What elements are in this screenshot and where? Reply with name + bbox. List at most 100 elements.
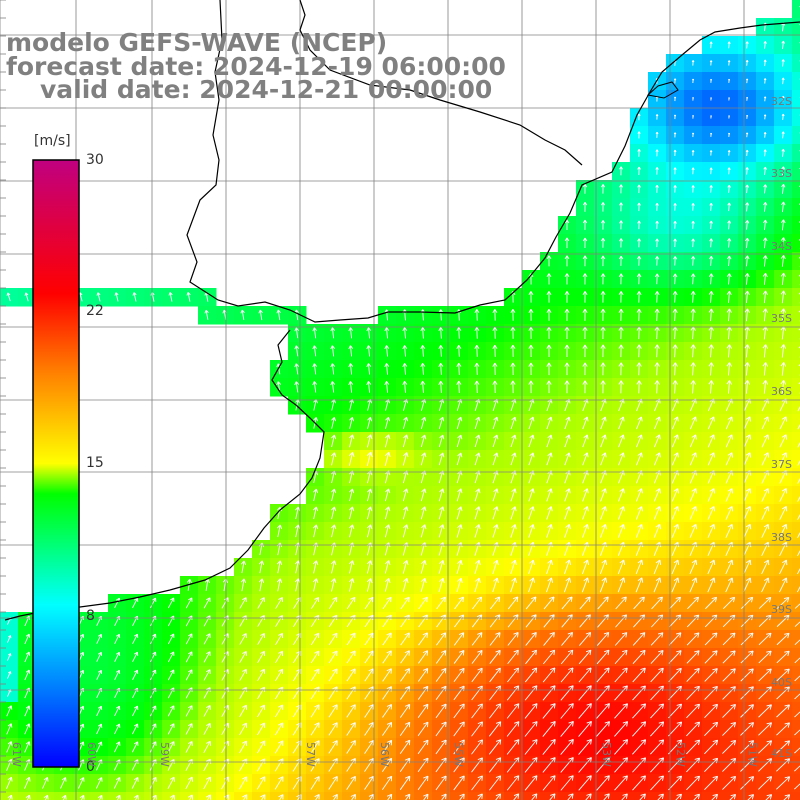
wind-arrow	[763, 149, 767, 157]
wind-arrow	[691, 167, 695, 175]
wind-arrow	[655, 202, 659, 211]
wind-speed-cell	[594, 792, 613, 800]
lon-label: 51W	[746, 742, 759, 767]
wind-arrow	[672, 291, 678, 303]
wind-arrow	[691, 185, 695, 193]
colorbar-tick-30: 30	[86, 152, 104, 168]
wind-arrow	[132, 292, 137, 302]
wind-speed-cell	[54, 792, 73, 800]
wind-speed-cell	[684, 792, 703, 800]
lat-label: 41S	[771, 747, 792, 760]
wind-arrow	[582, 183, 588, 194]
wind-arrow	[636, 256, 642, 266]
wind-arrow	[600, 220, 606, 230]
wind-speed-cell	[792, 306, 800, 325]
wind-speed-cell	[540, 792, 559, 800]
wind-speed-cell	[792, 414, 800, 433]
wind-arrow	[637, 238, 642, 248]
wind-arrow	[582, 255, 588, 267]
colorbar-tick-22: 22	[86, 303, 104, 319]
wind-arrow	[636, 273, 642, 285]
wind-arrow	[673, 238, 677, 248]
wind-speed-cell	[126, 792, 145, 800]
wind-arrow	[745, 184, 750, 194]
lat-label: 33S	[771, 167, 792, 180]
wind-arrow	[780, 272, 786, 286]
wind-arrow	[582, 219, 588, 230]
wind-arrow	[637, 149, 641, 157]
wind-speed-cell	[792, 144, 800, 163]
wind-speed-cell	[792, 18, 800, 37]
wind-speed-cell	[792, 360, 800, 379]
wind-arrow	[24, 292, 29, 302]
wind-arrow	[780, 219, 786, 231]
wind-speed-cell	[792, 486, 800, 505]
wind-speed-cell	[792, 774, 800, 793]
wind-speed-cell	[792, 468, 800, 487]
wind-arrow	[114, 292, 119, 302]
wind-arrow	[710, 78, 713, 83]
wind-arrow	[655, 238, 659, 248]
wind-arrow	[655, 184, 659, 193]
wind-arrow	[600, 202, 606, 212]
wind-arrow	[691, 220, 695, 229]
wind-arrow	[692, 97, 695, 101]
wind-speed-cell	[792, 504, 800, 523]
wind-arrow	[673, 185, 677, 193]
lon-label: 59W	[158, 742, 171, 767]
wind-arrow	[564, 273, 570, 285]
wind-arrow	[763, 41, 767, 49]
wind-arrow	[781, 59, 785, 67]
wind-arrow	[691, 60, 695, 66]
wind-arrow	[709, 60, 713, 66]
wind-speed-cell	[234, 792, 253, 800]
wind-arrow	[726, 290, 732, 303]
wind-arrow	[781, 183, 786, 194]
wind-speed-cell	[792, 162, 800, 181]
wind-arrow	[637, 202, 641, 212]
wind-speed-cell	[792, 72, 800, 91]
wind-arrow	[709, 202, 713, 211]
wind-arrow	[763, 132, 767, 138]
wind-arrow	[710, 97, 712, 101]
wind-arrow	[727, 167, 731, 175]
wind-arrow	[564, 237, 570, 249]
lon-label: 55W	[452, 742, 465, 767]
wind-arrow	[691, 150, 695, 156]
wind-arrow	[745, 237, 750, 248]
wind-arrow	[637, 166, 641, 176]
wind-speed-cell	[792, 648, 800, 667]
wind-arrow	[655, 131, 659, 138]
wind-arrow	[744, 255, 750, 267]
wind-speed-cell	[198, 792, 217, 800]
wind-arrow	[528, 291, 534, 303]
wind-arrow	[600, 255, 606, 267]
wind-arrow	[763, 59, 767, 67]
wind-arrow	[276, 309, 281, 321]
wind-arrow	[654, 273, 660, 285]
wind-speed-cell	[774, 792, 793, 800]
wind-arrow	[673, 78, 677, 84]
wind-arrow	[781, 77, 785, 85]
wind-arrow	[564, 291, 570, 303]
wind-arrow	[762, 237, 768, 249]
wind-speed-cell	[450, 792, 469, 800]
wind-arrow	[763, 184, 768, 194]
wind-speed-cell	[522, 792, 541, 800]
wind-arrow	[619, 238, 624, 248]
wind-speed-cell	[792, 324, 800, 343]
wind-arrow	[727, 150, 731, 156]
wind-arrow	[708, 273, 714, 285]
valid-date: valid date: 2024-12-21 00:00:00	[40, 75, 493, 104]
wind-speed-cell	[792, 54, 800, 73]
wind-arrow	[672, 273, 678, 285]
wind-arrow	[168, 292, 173, 302]
wind-speed-cell	[792, 342, 800, 361]
wind-arrow	[600, 184, 606, 194]
wind-speed-cell	[792, 252, 800, 271]
lon-label: 57W	[304, 742, 317, 767]
wind-speed-cell	[792, 0, 800, 19]
wind-arrow	[492, 309, 498, 321]
wind-speed-cell	[792, 108, 800, 127]
